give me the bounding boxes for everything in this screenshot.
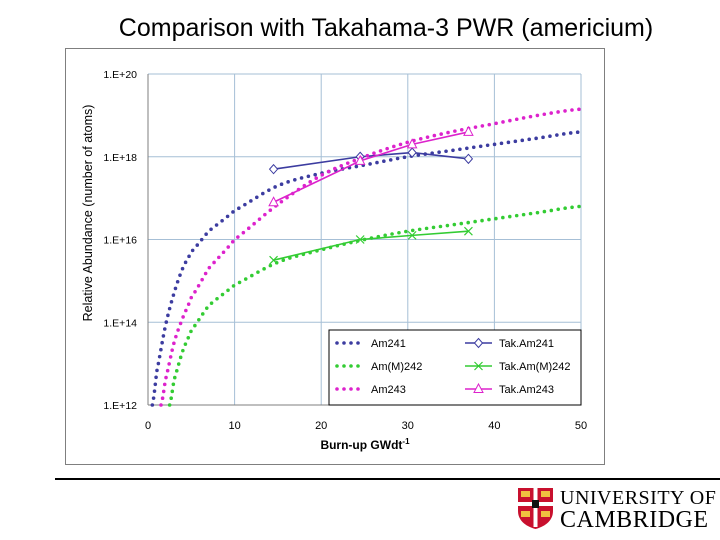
data-point [268, 163, 279, 175]
university-name-line1: UNIVERSITY OF [560, 487, 717, 509]
data-point [407, 230, 417, 240]
series-line-tak-am-m-242 [273, 230, 469, 261]
legend-label: Am243 [371, 384, 406, 396]
series-tak-am241 [268, 147, 474, 175]
x-tick-label: 50 [575, 420, 587, 432]
legend-item-tak-am243: Tak.Am243 [465, 382, 554, 396]
series-line-am243 [159, 107, 583, 407]
series-line-tak-am243 [273, 131, 469, 203]
legend-item-am-m-242: Am(M)242 [335, 361, 422, 373]
legend-item-tak-am241: Tak.Am241 [465, 337, 554, 350]
slide-title: Comparison with Takahama-3 PWR (americiu… [118, 14, 654, 42]
legend-item-am241: Am241 [335, 338, 406, 350]
y-tick-label: 1.E+14 [103, 317, 137, 329]
x-tick-label: 0 [145, 420, 151, 432]
y-tick-label: 1.E+20 [103, 69, 137, 81]
data-point [406, 138, 418, 149]
series-line-am241 [150, 130, 583, 407]
y-tick-label: 1.E+18 [103, 152, 137, 164]
data-point [407, 147, 417, 158]
series-tak-am-m-242 [269, 226, 473, 265]
data-point [354, 154, 366, 165]
x-tick-label: 10 [228, 420, 240, 432]
data-point [355, 235, 365, 244]
legend-label: Tak.Am241 [499, 338, 554, 350]
legend-label: Am241 [371, 338, 406, 350]
series-line-tak-am241 [273, 151, 469, 170]
x-axis-label-superscript: -1 [402, 437, 410, 446]
legend-box [328, 329, 582, 406]
data-point [269, 255, 278, 265]
x-tick-label: 30 [402, 420, 414, 432]
series-am-m-242 [167, 204, 583, 407]
legend-marker [474, 361, 483, 371]
data-point [463, 226, 473, 236]
data-point [463, 125, 474, 136]
legend-label: Am(M)242 [371, 361, 422, 373]
legend-label: Tak.Am(M)242 [499, 361, 571, 373]
data-point [463, 153, 474, 165]
legend-label: Tak.Am243 [499, 384, 554, 396]
x-tick-label: 40 [488, 420, 500, 432]
y-tick-label: 1.E+12 [103, 400, 137, 412]
y-axis-label: Relative Abundance (number of atoms) [81, 105, 95, 322]
legend-item-tak-am-m-242: Tak.Am(M)242 [465, 361, 571, 373]
legend-item-am243: Am243 [335, 384, 406, 396]
x-tick-label: 20 [315, 420, 327, 432]
legend-marker [473, 382, 484, 393]
series-am243 [159, 107, 583, 407]
footer-rule [55, 478, 720, 480]
series-line-am-m-242 [167, 204, 583, 407]
x-axis-label: Burn-up GWdt-1 [320, 437, 410, 452]
university-name-line2: CAMBRIDGE [560, 507, 709, 533]
series-am241 [150, 130, 583, 407]
series-tak-am243 [268, 125, 474, 207]
y-tick-label: 1.E+16 [103, 235, 137, 247]
legend-marker [473, 337, 484, 349]
cambridge-crest-icon [518, 488, 553, 529]
data-point [268, 196, 279, 207]
